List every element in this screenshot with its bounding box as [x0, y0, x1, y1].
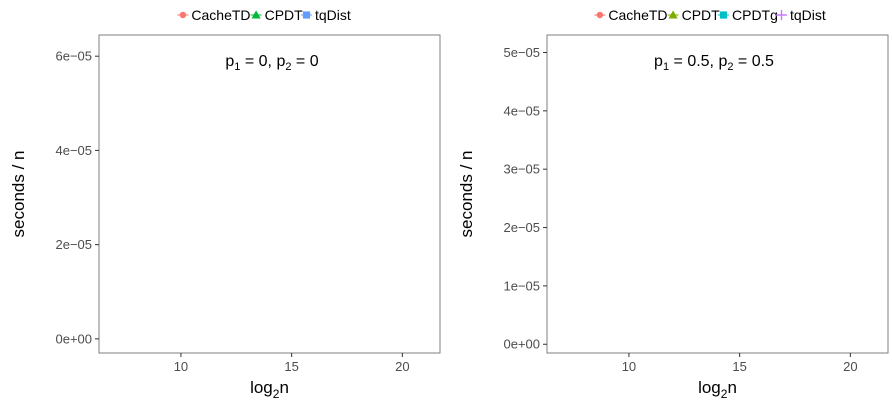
legend-key-marker — [776, 10, 787, 20]
chart-panel-1: 10 15 20 0e+00 2e−05 4e−05 6e−05 log2n seconds /… — [9, 7, 441, 401]
y-axis-title: seconds / n — [457, 151, 476, 238]
y-tick-label: 4e−05 — [503, 103, 540, 118]
legend-label: CacheTD — [191, 7, 250, 23]
legend-key-marker — [179, 11, 187, 19]
x-axis-title: log2n — [698, 378, 737, 401]
chart-panel-2: 10 15 20 0e+00 1e−05 2e−05 3e−05 4e−05 5e−05 log2… — [457, 7, 889, 401]
legend-label: tqDist — [790, 7, 826, 23]
x-tick-label: 15 — [284, 359, 298, 374]
legend: CacheTD CPDT tqDist — [177, 7, 351, 23]
y-tick-label: 4e−05 — [55, 143, 92, 158]
plot-border — [98, 34, 441, 354]
y-tick-label: 6e−05 — [55, 49, 92, 64]
plot-border — [546, 34, 889, 354]
x-tick-label: 15 — [732, 359, 746, 374]
legend-label: tqDist — [315, 7, 351, 23]
y-axis-title: seconds / n — [9, 151, 28, 238]
legend-label: CacheTD — [608, 7, 667, 23]
y-tick-label: 2e−05 — [55, 237, 92, 252]
y-tick-label: 0e+00 — [503, 337, 540, 352]
legend-item-tqdist: tqDist — [301, 7, 351, 23]
x-tick-label: 10 — [174, 359, 188, 374]
legend-item-cpdt: CPDT — [250, 7, 304, 23]
x-axis-title: log2n — [250, 378, 289, 401]
legend-key-marker — [251, 10, 261, 19]
y-tick-label: 2e−05 — [503, 220, 540, 235]
legend-item-cachetd: CacheTD — [594, 7, 668, 23]
legend-label: CPDTg — [732, 7, 778, 23]
legend-key-marker — [302, 11, 311, 19]
y-tick-label: 5e−05 — [503, 45, 540, 60]
legend-label: CPDT — [265, 7, 304, 23]
x-tick-label: 20 — [395, 359, 409, 374]
legend: CacheTD CPDT CPDTg tqDist — [594, 7, 826, 23]
legend-label: CPDT — [682, 7, 721, 23]
x-tick-label: 10 — [622, 359, 636, 374]
legend-key-marker — [596, 11, 604, 19]
legend-item-cachetd: CacheTD — [177, 7, 251, 23]
parameter-annotation: p1 = 0.5, p2 = 0.5 — [654, 53, 774, 73]
legend-item-tqdist: tqDist — [776, 7, 826, 23]
legend-key-marker — [668, 10, 678, 19]
x-tick-label: 20 — [843, 359, 857, 374]
y-tick-label: 3e−05 — [503, 162, 540, 177]
y-tick-label: 1e−05 — [503, 278, 540, 293]
legend-item-cpdt: CPDT — [667, 7, 721, 23]
y-tick-label: 0e+00 — [55, 331, 92, 346]
legend-item-cpdtg: CPDTg — [718, 7, 778, 23]
legend-key-marker — [719, 11, 728, 19]
parameter-annotation: p1 = 0, p2 = 0 — [225, 53, 318, 73]
